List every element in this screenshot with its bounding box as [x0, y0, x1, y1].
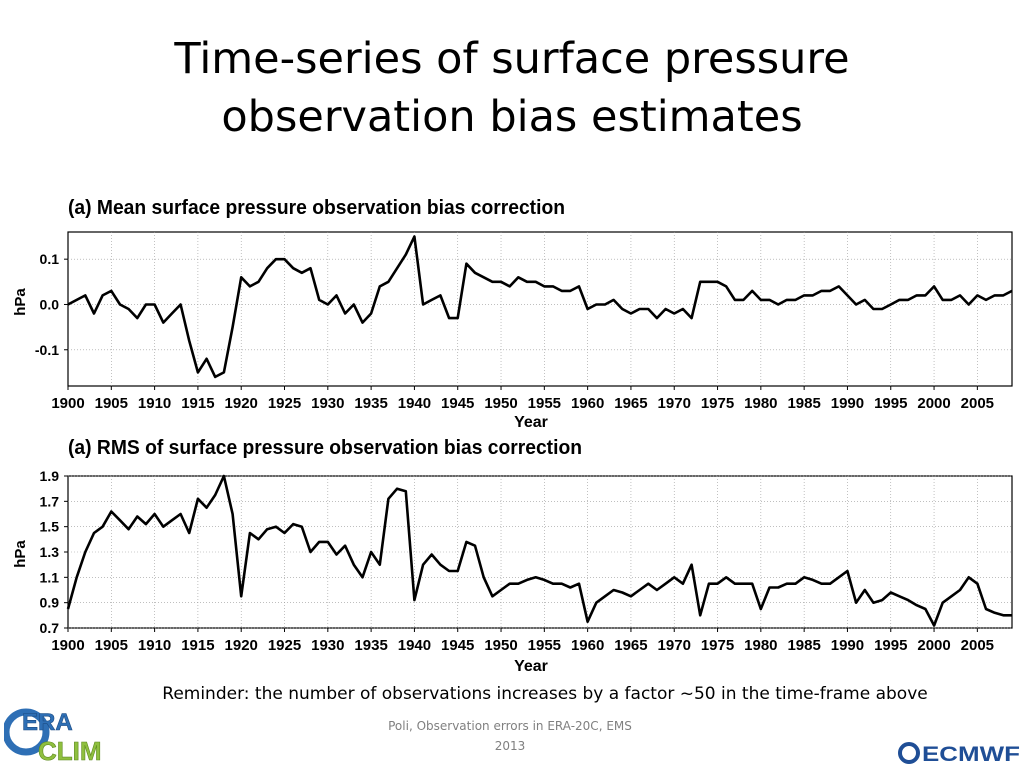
rms-bias-chart-ylabel: hPa	[12, 540, 29, 568]
era-clim-logo-text-bottom: CLIM	[38, 736, 102, 764]
mean-bias-x-tick-label: 1995	[874, 395, 907, 412]
rms-bias-x-tick-label: 1950	[484, 637, 517, 654]
rms-bias-x-tick-label: 1985	[787, 637, 820, 654]
rms-bias-y-tick-label: 1.7	[40, 493, 60, 509]
mean-bias-chart: (a) Mean surface pressure observation bi…	[12, 197, 1013, 430]
rms-bias-chart: (a) RMS of surface pressure observation …	[12, 437, 1013, 675]
mean-bias-x-tick-label: 1925	[268, 395, 301, 412]
rms-bias-chart-xlabel: Year	[514, 658, 548, 675]
rms-bias-x-tick-label: 1940	[398, 637, 431, 654]
ecmwf-logo: ECMWF	[898, 742, 1020, 766]
footer-line-2: 2013	[494, 739, 526, 753]
mean-bias-x-tick-label: 1965	[614, 395, 647, 412]
mean-bias-x-tick-label: 1935	[354, 395, 387, 412]
rms-bias-x-tick-label: 1915	[181, 637, 214, 654]
mean-bias-chart-ylabel: hPa	[12, 288, 29, 316]
reminder-note: Reminder: the number of observations inc…	[162, 684, 928, 704]
rms-bias-x-tick-label: 1920	[225, 637, 258, 654]
slide-title: Time-series of surface pressure observat…	[0, 30, 1024, 146]
era-clim-logo-text-top: ERA	[22, 709, 73, 736]
rms-bias-x-tick-label: 1935	[354, 637, 387, 654]
mean-bias-x-tick-label: 1970	[658, 395, 691, 412]
mean-bias-x-tick-label: 1945	[441, 395, 474, 412]
mean-bias-y-tick-label: 0.0	[40, 296, 60, 312]
slide-title-line-1: Time-series of surface pressure	[174, 34, 850, 84]
era-clim-logo: ERA CLIM	[4, 708, 102, 764]
rms-bias-x-tick-label: 1925	[268, 637, 301, 654]
mean-bias-y-tick-label: 0.1	[40, 251, 60, 267]
mean-bias-x-tick-label: 1985	[787, 395, 820, 412]
footer-note: Poli, Observation errors in ERA-20C, EMS…	[340, 716, 680, 756]
rms-bias-y-tick-label: 1.3	[40, 544, 60, 560]
mean-bias-x-tick-label: 2005	[961, 395, 994, 412]
mean-bias-x-tick-label: 1940	[398, 395, 431, 412]
rms-bias-x-tick-label: 1955	[528, 637, 561, 654]
mean-bias-x-tick-label: 1960	[571, 395, 604, 412]
mean-bias-x-tick-label: 1930	[311, 395, 344, 412]
mean-bias-x-tick-label: 1900	[51, 395, 84, 412]
rms-bias-x-tick-label: 1930	[311, 637, 344, 654]
footer-line-1: Poli, Observation errors in ERA-20C, EMS	[388, 719, 632, 733]
slide-title-line-2: observation bias estimates	[221, 92, 803, 142]
mean-bias-x-tick-label: 1975	[701, 395, 734, 412]
mean-bias-x-tick-label: 2000	[917, 395, 950, 412]
rms-bias-x-tick-label: 1905	[95, 637, 128, 654]
rms-bias-y-tick-label: 1.9	[40, 468, 60, 484]
rms-bias-x-tick-label: 1990	[831, 637, 864, 654]
mean-bias-x-tick-label: 1920	[225, 395, 258, 412]
era-clim-logo-ring	[4, 708, 50, 756]
rms-bias-y-tick-label: 1.5	[40, 519, 60, 535]
rms-bias-x-tick-label: 1995	[874, 637, 907, 654]
rms-bias-x-tick-label: 1965	[614, 637, 647, 654]
ecmwf-logo-text: ECMWF	[922, 743, 1020, 766]
rms-bias-x-tick-label: 1970	[658, 637, 691, 654]
mean-bias-series-line	[67, 235, 1013, 379]
rms-bias-x-tick-label: 1960	[571, 637, 604, 654]
rms-bias-y-tick-label: 0.7	[40, 620, 60, 636]
mean-bias-x-tick-label: 1910	[138, 395, 171, 412]
rms-bias-y-tick-label: 0.9	[40, 595, 60, 611]
mean-bias-chart-title: (a) Mean surface pressure observation bi…	[68, 197, 565, 219]
mean-bias-x-tick-label: 1955	[528, 395, 561, 412]
ecmwf-logo-mark	[898, 742, 920, 764]
rms-bias-x-tick-label: 1975	[701, 637, 734, 654]
mean-bias-chart-xlabel: Year	[514, 414, 548, 430]
rms-bias-series-line	[66, 474, 1012, 627]
rms-bias-x-tick-label: 1910	[138, 637, 171, 654]
rms-bias-y-tick-label: 1.1	[40, 569, 60, 585]
rms-bias-x-tick-label: 1945	[441, 637, 474, 654]
mean-bias-x-tick-label: 1905	[95, 395, 128, 412]
mean-bias-x-tick-label: 1980	[744, 395, 777, 412]
mean-bias-x-tick-label: 1990	[831, 395, 864, 412]
rms-bias-x-tick-label: 2005	[961, 637, 994, 654]
mean-bias-y-tick-label: -0.1	[35, 342, 59, 358]
rms-bias-x-tick-label: 1900	[51, 637, 84, 654]
mean-bias-plot-frame	[67, 231, 1013, 387]
rms-bias-x-tick-label: 2000	[917, 637, 950, 654]
rms-bias-x-tick-label: 1980	[744, 637, 777, 654]
mean-bias-x-tick-label: 1915	[181, 395, 214, 412]
rms-bias-chart-title: (a) RMS of surface pressure observation …	[68, 437, 582, 459]
mean-bias-x-tick-label: 1950	[484, 395, 517, 412]
